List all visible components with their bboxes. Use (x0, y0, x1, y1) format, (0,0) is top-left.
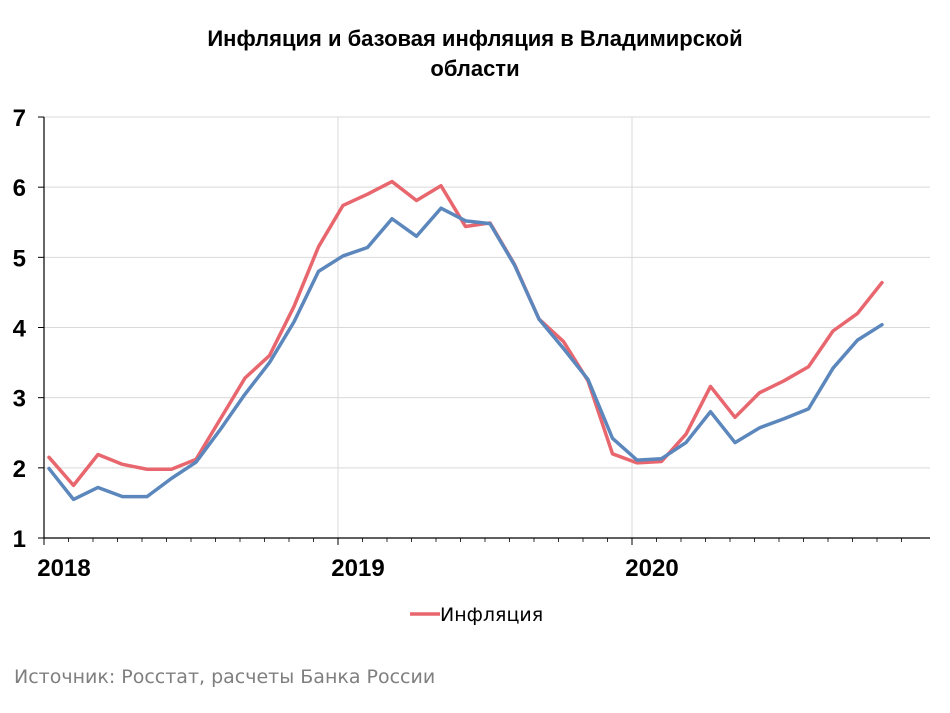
y-tick-label: 6 (13, 175, 26, 202)
y-tick-label: 1 (13, 526, 26, 553)
chart-title-line-1: Инфляция и базовая инфляция в Владимирск… (207, 26, 743, 51)
x-tick-label: 2018 (37, 555, 90, 582)
axes: 1 2 3 4 5 6 7 2018 2019 2020 (13, 105, 930, 582)
chart-title: Инфляция и базовая инфляция в Владимирск… (0, 24, 950, 84)
x-tick-label: 2019 (331, 555, 384, 582)
source-note: Источник: Росстат, расчеты Банка России (14, 666, 436, 688)
y-tick-label: 5 (13, 245, 26, 272)
y-tick-label: 4 (13, 316, 27, 343)
y-tick-label: 2 (13, 456, 26, 483)
x-tick-label: 2020 (625, 555, 678, 582)
y-tick-label: 7 (13, 105, 26, 132)
legend: Инфляция (410, 604, 543, 626)
chart-title-line-2: области (430, 56, 520, 81)
legend-label: Инфляция (440, 604, 543, 626)
gridlines (44, 116, 930, 538)
series-lines (47, 179, 884, 502)
series-line-2 (47, 206, 884, 502)
y-tick-label: 3 (13, 386, 26, 413)
series-line-1 (47, 179, 884, 488)
